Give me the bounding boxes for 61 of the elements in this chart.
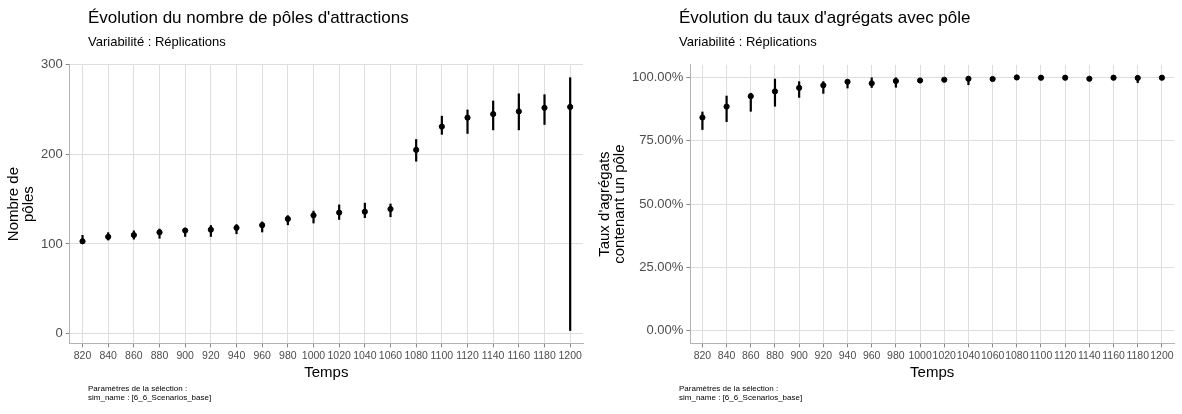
x-tick-label: 1180	[533, 348, 556, 361]
x-tick-label: 880	[766, 348, 784, 361]
x-tick-label: 860	[125, 348, 143, 361]
x-tick-label: 980	[279, 348, 297, 361]
x-tick-label: 1200	[1150, 348, 1174, 361]
x-tick-label: 840	[99, 348, 118, 361]
y-tick-label: 0.00%	[646, 322, 684, 338]
x-tick-label: 820	[693, 348, 712, 361]
x-tick-label: 980	[887, 348, 905, 361]
text: sim_name : [6_6_Scenarios_base]	[679, 393, 803, 402]
x-tick-label: 1040	[353, 348, 377, 361]
y-tick-label: 200	[40, 145, 63, 161]
y-tick-label: 100	[40, 235, 63, 251]
chart-title: Évolution du taux d'agrégats avec pôle	[679, 8, 971, 28]
text: Paramètres de la sélection :	[88, 384, 188, 393]
x-tick-label: 900	[790, 348, 809, 361]
x-tick-label: 1020	[932, 348, 957, 361]
x-tick-label: 1100	[430, 348, 454, 361]
x-tick-label: 920	[814, 348, 833, 361]
x-tick-label: 820	[73, 348, 92, 361]
y-tick-label: 300	[40, 56, 63, 72]
x-tick-label: 1180	[1126, 348, 1150, 361]
x-axis-title: Temps	[304, 363, 349, 381]
chart-title: Évolution du nombre de pôles d'attractions	[88, 8, 409, 28]
x-tick-label: 1200	[558, 348, 583, 361]
x-tick-label: 880	[150, 348, 169, 361]
x-tick-label: 860	[742, 348, 760, 361]
x-tick-label: 1060	[980, 348, 1005, 361]
x-tick-label: 920	[202, 348, 220, 361]
x-tick-label: 960	[862, 348, 881, 361]
text: sim_name : [6_6_Scenarios_base]	[88, 393, 212, 402]
x-tick-label: 840	[717, 348, 736, 361]
y-tick-label: 0	[55, 325, 63, 341]
text: Paramètres de la sélection :	[679, 384, 779, 393]
x-tick-label: 1100	[1029, 348, 1053, 361]
x-tick-label: 1120	[1053, 348, 1077, 361]
x-tick-label: 960	[253, 348, 272, 361]
x-tick-label: 1000	[908, 348, 932, 361]
x-axis-title: Temps	[910, 363, 955, 381]
chart-subtitle: Variabilité : Réplications	[88, 34, 226, 49]
x-tick-label: 900	[176, 348, 195, 361]
x-tick-label: 1120	[456, 348, 479, 361]
x-tick-label: 1160	[1102, 348, 1125, 361]
y-axis-title: Nombre de pôles	[3, 167, 36, 242]
x-tick-label: 940	[838, 348, 857, 361]
y-tick-label: 25.00%	[639, 259, 684, 274]
x-tick-label: 1080	[1005, 348, 1029, 361]
x-tick-label: 1140	[1078, 348, 1101, 361]
x-tick-label: 1000	[301, 348, 326, 361]
y-tick-label: 75.00%	[639, 132, 684, 148]
y-axis-title: Taux d'agrégats contenant un pôle	[594, 144, 627, 264]
x-tick-label: 1020	[327, 348, 352, 361]
chart-subtitle: Variabilité : Réplications	[679, 34, 817, 49]
y-tick-label: 100.00%	[631, 69, 684, 85]
x-tick-label: 1160	[507, 348, 531, 361]
x-tick-label: 1040	[956, 348, 981, 361]
x-tick-label: 1080	[404, 348, 429, 361]
x-tick-label: 940	[227, 348, 246, 361]
x-tick-label: 1140	[481, 348, 505, 361]
y-tick-label: 50.00%	[639, 195, 684, 211]
x-tick-label: 1060	[378, 348, 403, 361]
